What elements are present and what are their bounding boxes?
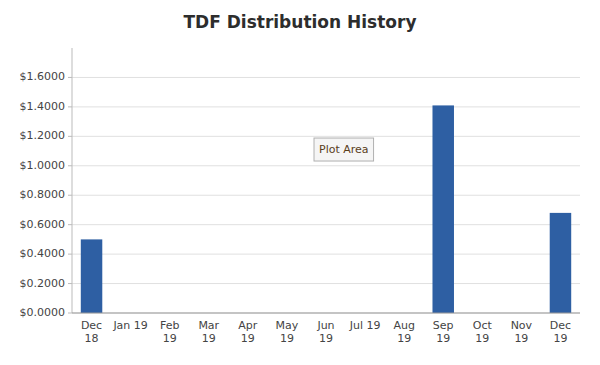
y-tick-label: $1.2000 xyxy=(20,129,66,142)
x-tick-label: Jun19 xyxy=(316,319,334,345)
bar xyxy=(432,105,453,313)
x-tick-label: Jul 19 xyxy=(349,319,381,332)
x-tick-label: Mar19 xyxy=(198,319,219,345)
title: TDF Distribution History xyxy=(183,12,416,32)
grid-line xyxy=(72,106,580,107)
annotation-text: Plot Area xyxy=(319,143,369,156)
x-tick-label: Jan 19 xyxy=(112,319,147,332)
x-tick-label: Sep19 xyxy=(433,319,454,345)
grid-line xyxy=(72,136,580,137)
y-tick xyxy=(68,106,72,107)
bar xyxy=(81,239,102,313)
x-tick-label: Oct19 xyxy=(473,319,493,345)
y-tick xyxy=(68,136,72,137)
grid-line xyxy=(72,195,580,196)
y-tick-label: $1.4000 xyxy=(20,100,66,113)
y-tick-label: $1.0000 xyxy=(20,159,66,172)
x-tick-label: Feb19 xyxy=(160,319,179,345)
annotation: Plot Area xyxy=(314,138,374,161)
x-tick-label: May19 xyxy=(276,319,299,345)
y-tick-label: $1.6000 xyxy=(20,70,66,83)
chart: $0.0000 $0.2000 $0.4000 $0.6000 $0.8000 $1.00… xyxy=(0,0,600,365)
grid-line xyxy=(72,313,580,314)
y-tick-label: $0.0000 xyxy=(20,306,66,319)
annotation-box xyxy=(314,138,374,161)
y-tick-label: $0.4000 xyxy=(20,247,66,260)
y-tick xyxy=(68,77,72,78)
chart-container: $0.0000 $0.2000 $0.4000 $0.6000 $0.8000 $1.00… xyxy=(0,0,600,365)
grid xyxy=(72,77,580,313)
grid-line xyxy=(72,77,580,78)
y-tick-label: $0.8000 xyxy=(20,188,66,201)
x-tick-label: Dec18 xyxy=(81,319,102,345)
y-tick xyxy=(68,254,72,255)
y-axis: $0.0000 $0.2000 $0.4000 $0.6000 $0.8000 $1.00… xyxy=(20,48,73,319)
x-tick-label: Apr19 xyxy=(238,319,258,345)
x-axis-line xyxy=(72,313,580,314)
y-tick-label: $0.2000 xyxy=(20,277,66,290)
grid-line xyxy=(72,283,580,284)
y-tick xyxy=(68,195,72,196)
grid-line xyxy=(72,165,580,166)
grid-line xyxy=(72,224,580,225)
y-tick xyxy=(68,283,72,284)
y-tick xyxy=(68,224,72,225)
bar xyxy=(550,213,571,313)
x-tick-label: Nov19 xyxy=(511,319,533,345)
bars xyxy=(81,105,571,313)
grid-line xyxy=(72,254,580,255)
x-tick-label: Dec19 xyxy=(550,319,571,345)
y-tick xyxy=(68,313,72,314)
x-tick-label: Aug19 xyxy=(393,319,414,345)
y-axis-line xyxy=(72,48,73,313)
y-tick-label: $0.6000 xyxy=(20,218,66,231)
y-tick xyxy=(68,165,72,166)
x-axis: Dec18 Jan 19 Feb19 Mar19 Apr19 May19 Jun19 Jul … xyxy=(72,313,580,345)
